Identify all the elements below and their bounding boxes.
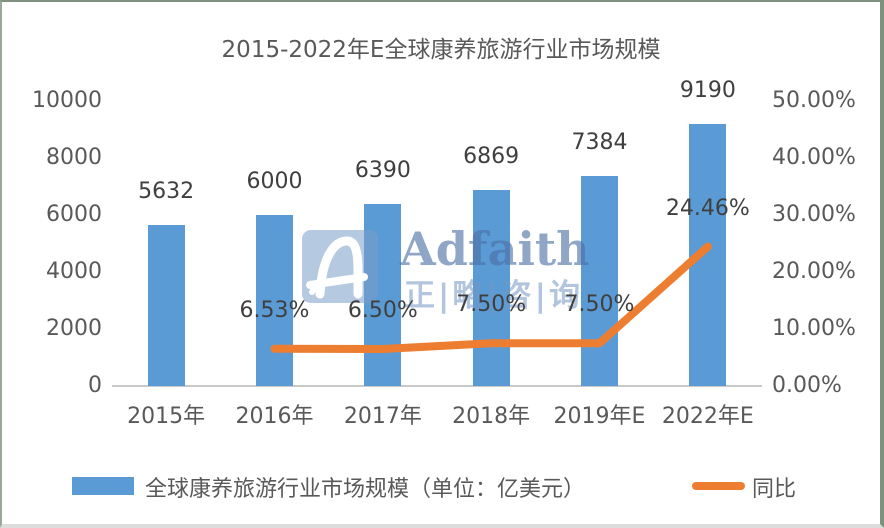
line-value-label: 6.53% xyxy=(239,297,310,323)
line-value-label: 7.50% xyxy=(564,292,635,318)
x-axis-label: 2019年E xyxy=(553,404,646,429)
bar-value-label: 5632 xyxy=(138,179,195,205)
x-axis-label: 2016年 xyxy=(235,404,314,429)
line-value-label: 7.50% xyxy=(456,292,527,318)
adfaith-watermark-chinese: 正|略|咨|询 xyxy=(404,278,583,314)
x-axis-label: 2018年 xyxy=(452,404,531,429)
x-axis-line xyxy=(112,385,762,387)
legend-line-swatch xyxy=(692,482,745,490)
right-axis-tick: 30.00% xyxy=(772,202,856,227)
bar-value-label: 6000 xyxy=(246,169,303,194)
right-axis-tick: 50.00% xyxy=(772,88,856,113)
adfaith-watermark-text: Adfaith xyxy=(400,222,590,276)
legend-bar-swatch xyxy=(72,477,134,495)
chart-title: 2015-2022年E全球康养旅游行业市场规模 xyxy=(221,37,661,63)
adfaith-logo-icon xyxy=(302,230,378,303)
bar-2016年 xyxy=(256,215,293,386)
bar-2015年 xyxy=(147,225,185,386)
bar-value-label: 6390 xyxy=(354,157,411,183)
x-axis-label: 2017年 xyxy=(343,404,422,429)
left-axis-tick: 2000 xyxy=(46,316,102,341)
right-axis-tick: 10.00% xyxy=(772,316,856,341)
legend-bar-label: 全球康养旅游行业市场规模（单位：亿美元） xyxy=(145,477,586,502)
left-axis-tick: 10000 xyxy=(32,88,102,113)
legend-line-label: 同比 xyxy=(752,477,797,502)
left-axis-tick: 8000 xyxy=(46,145,102,170)
left-axis-tick: 0 xyxy=(88,373,102,398)
line-value-label: 6.50% xyxy=(347,297,418,323)
left-axis-tick: 6000 xyxy=(46,202,102,227)
x-axis-label: 2015年 xyxy=(127,404,206,429)
right-axis-tick: 20.00% xyxy=(772,259,856,284)
line-value-label: 24.46% xyxy=(665,195,750,221)
bar-value-label: 6869 xyxy=(463,144,520,170)
x-axis-label: 2022年E xyxy=(661,404,754,429)
bar-2018年 xyxy=(472,190,510,386)
bar-2019年E xyxy=(581,175,618,386)
bar-value-label: 7384 xyxy=(571,129,628,155)
bar-value-label: 9190 xyxy=(679,78,736,104)
left-axis-tick: 4000 xyxy=(46,259,102,284)
right-axis-tick: 0.00% xyxy=(772,373,842,398)
right-axis-tick: 40.00% xyxy=(772,145,856,170)
